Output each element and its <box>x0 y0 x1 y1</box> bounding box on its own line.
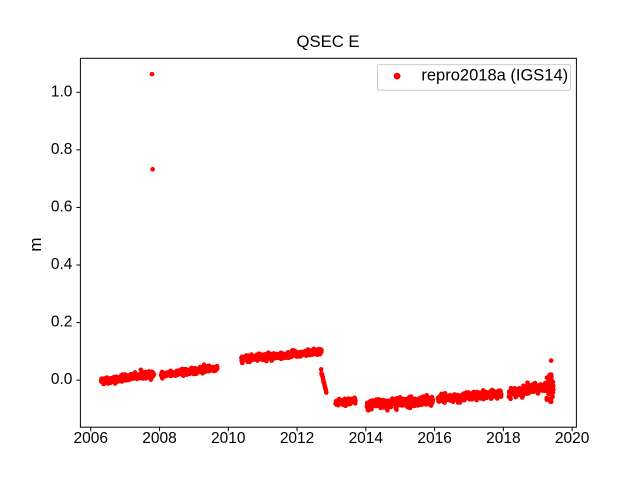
svg-text:0.4: 0.4 <box>51 256 73 273</box>
svg-text:2014: 2014 <box>349 430 384 447</box>
svg-text:2020: 2020 <box>555 430 590 447</box>
svg-text:0.8: 0.8 <box>51 141 73 158</box>
svg-text:2010: 2010 <box>211 430 246 447</box>
svg-text:2008: 2008 <box>142 430 176 447</box>
svg-text:2006: 2006 <box>74 430 108 447</box>
svg-text:QSEC E: QSEC E <box>296 32 359 51</box>
svg-text:0.6: 0.6 <box>51 198 73 215</box>
svg-text:1.0: 1.0 <box>51 83 73 100</box>
svg-text:2018: 2018 <box>486 430 520 447</box>
svg-text:repro2018a (IGS14): repro2018a (IGS14) <box>421 67 568 85</box>
svg-text:2012: 2012 <box>280 430 314 447</box>
svg-text:0.0: 0.0 <box>51 371 73 388</box>
svg-text:2016: 2016 <box>417 430 451 447</box>
svg-text:m: m <box>26 237 45 251</box>
svg-text:0.2: 0.2 <box>51 314 73 331</box>
